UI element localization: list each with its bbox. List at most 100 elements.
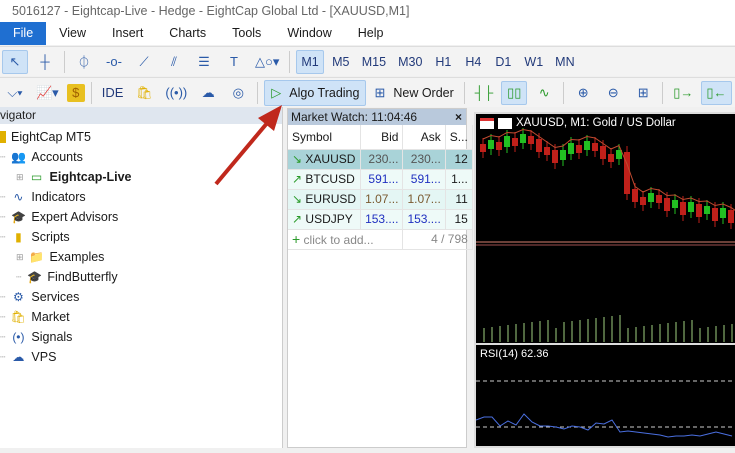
tile-windows-icon[interactable]: ⊞ — [637, 84, 649, 100]
ide-button[interactable]: IDE — [101, 85, 124, 100]
navigator-item[interactable]: ⊞ ▭ Eightcap-Live — [16, 170, 132, 184]
timeframe-mn[interactable]: MN — [555, 54, 575, 69]
horizontal-line-icon[interactable]: -o- — [106, 54, 122, 69]
menu-file[interactable]: File — [0, 22, 47, 45]
table-row[interactable]: ↘ EURUSD 1.07... 1.07... 11 — [288, 189, 473, 210]
table-row[interactable]: ↗ USDJPY 153.... 153.... 15 — [288, 209, 473, 230]
navigator-root[interactable]: EightCap MT5 — [0, 127, 91, 147]
candle — [616, 150, 622, 159]
candle — [672, 200, 678, 208]
col-ask[interactable]: Ask — [402, 125, 446, 150]
zoom-out-icon[interactable]: ⊖ — [607, 84, 619, 100]
candle — [608, 154, 614, 162]
plus-icon: + — [292, 231, 301, 247]
candle — [528, 136, 534, 144]
navigator-item[interactable]: ┄ 🎓 FindButterfly — [16, 270, 118, 284]
navigator-item[interactable]: ┄ ⚙ Services — [0, 290, 80, 304]
bar-chart-icon[interactable]: ┤├ — [474, 85, 494, 100]
navigator-item[interactable]: ┄ ▮ Scripts — [0, 230, 70, 244]
menu-window[interactable]: Window — [287, 26, 332, 40]
col-bid[interactable]: Bid — [360, 125, 404, 150]
menu-insert[interactable]: Insert — [112, 26, 144, 40]
zoom-in-icon[interactable]: ⊕ — [577, 84, 589, 100]
navigator-item[interactable]: ┄ ☁ VPS — [0, 350, 57, 364]
navigator-panel: vigator EightCap MT5 ┄ 👥 Accounts ⊞ ▭ Eightca… — [0, 107, 283, 448]
timeframe-h4[interactable]: H4 — [465, 54, 482, 69]
candle — [536, 139, 542, 152]
chart-shift-icon[interactable]: ▯← — [701, 80, 732, 105]
navigator-item[interactable]: ┄ 👥 Accounts — [0, 150, 83, 164]
signals-icon: (•) — [12, 330, 25, 344]
market-watch-panel: Market Watch: 11:04:46 × Symbol Bid Ask S… — [287, 108, 473, 448]
accounts-icon: 👥 — [10, 150, 26, 164]
timeframe-m30[interactable]: M30 — [398, 54, 423, 69]
menu-charts[interactable]: Charts — [169, 26, 207, 40]
menu-tools[interactable]: Tools — [232, 26, 262, 40]
candle — [560, 150, 566, 160]
trade-icon[interactable] — [480, 117, 494, 129]
col-spread[interactable]: S... — [445, 125, 473, 150]
candle — [552, 150, 558, 163]
market-icon[interactable]: 🛍 — [136, 84, 153, 100]
auto-scroll-icon[interactable]: ▯→ — [673, 84, 694, 100]
navigator-item[interactable]: ┄ 🛍 Market — [0, 310, 70, 324]
close-icon[interactable]: × — [454, 110, 462, 124]
menu-view[interactable]: View — [59, 26, 87, 40]
table-row[interactable]: ↗ BTCUSD 591... 591... 1... — [288, 169, 473, 190]
navigator-item[interactable]: ┄ (•) Signals — [0, 330, 73, 344]
algo-trading-button[interactable]: ▷ Algo Trading — [264, 79, 367, 106]
timeframe-h1[interactable]: H1 — [435, 54, 452, 69]
radar-icon[interactable]: ◎ — [232, 84, 244, 100]
channel-icon[interactable]: ⫽ — [171, 53, 177, 69]
dollar-icon[interactable]: $ — [66, 83, 85, 102]
candle — [648, 193, 654, 202]
signals-icon[interactable]: ((•)) — [165, 85, 188, 100]
text-icon[interactable]: T — [230, 54, 238, 69]
navigator-item[interactable]: ⊞ 📁 Examples — [16, 250, 105, 264]
candle — [632, 189, 638, 202]
arrow-down-icon: ↘ — [292, 152, 303, 166]
fibonacci-icon[interactable]: ☰ — [198, 53, 210, 69]
chart-window[interactable]: XAUUSD, M1: Gold / US Dollar RSI(14) 62.… — [474, 112, 735, 448]
crosshair-icon[interactable]: ┼ — [40, 54, 50, 69]
timeframe-m1[interactable]: M1 — [296, 49, 324, 74]
timeframe-m15[interactable]: M15 — [361, 54, 387, 69]
timeframe-w1[interactable]: W1 — [524, 54, 544, 69]
trendline-icon[interactable]: ⟋ — [139, 53, 149, 69]
chart-type-icon[interactable]: ⌵▾ — [7, 84, 23, 100]
new-order-button[interactable]: ⊞ New Order — [374, 84, 454, 100]
candle — [520, 134, 526, 143]
indicators-icon: ∿ — [13, 190, 24, 204]
rsi-line — [475, 413, 733, 438]
candlestick-icon[interactable]: ▯▯ — [501, 80, 528, 105]
menu-help[interactable]: Help — [357, 26, 384, 40]
navigator-item[interactable]: ┄ ∿ Indicators — [0, 190, 86, 204]
timeframe-m5[interactable]: M5 — [332, 54, 350, 69]
scripts-icon: ▮ — [15, 230, 22, 244]
candle — [728, 210, 734, 223]
chart-template-icon[interactable]: 📈▾ — [36, 84, 59, 100]
col-symbol[interactable]: Symbol — [288, 125, 362, 150]
new-order-icon: ⊞ — [374, 84, 386, 100]
navigator-title: vigator — [0, 107, 282, 124]
price-chart[interactable] — [475, 114, 735, 450]
vertical-line-icon[interactable]: ⏀ — [77, 55, 91, 70]
shapes-icon[interactable]: △○▾ — [255, 53, 280, 69]
candle — [584, 141, 590, 150]
play-icon: ▷ — [271, 84, 282, 100]
table-row[interactable]: ↘ XAUUSD 230... 230... 12 — [288, 149, 473, 170]
candle — [680, 202, 686, 215]
candle — [576, 145, 582, 153]
add-symbol-row[interactable]: + click to add... 4 / 798 — [288, 229, 473, 250]
chart-symbol-title: XAUUSD, M1: Gold / US Dollar — [516, 117, 676, 129]
line-chart-icon[interactable]: ∿ — [538, 84, 550, 100]
navigator-item[interactable]: ┄ 🎓 Expert Advisors — [0, 210, 119, 224]
timeframe-d1[interactable]: D1 — [495, 54, 512, 69]
expert-icon: 🎓 — [10, 210, 26, 224]
folder-icon: 📁 — [29, 250, 45, 264]
cursor-icon[interactable]: ↖ — [2, 49, 28, 74]
vps-cloud-icon[interactable]: ☁ — [201, 84, 215, 100]
candle — [704, 206, 710, 214]
indicator-icon[interactable] — [498, 117, 512, 129]
arrow-up-icon: ↗ — [292, 212, 303, 226]
